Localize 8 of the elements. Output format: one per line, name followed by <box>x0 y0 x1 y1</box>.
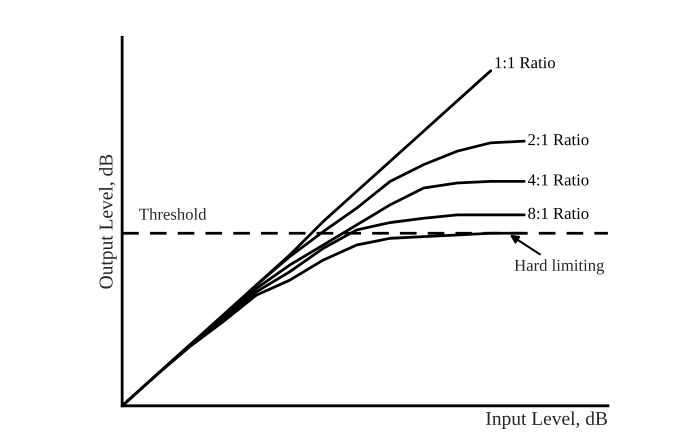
y-axis-title: Output Level, dB <box>98 154 117 289</box>
x-axis-title: Input Level, dB <box>486 411 607 430</box>
series-label: 1:1 Ratio <box>496 57 555 68</box>
series-label: 8:1 Ratio <box>528 208 588 220</box>
series-label: 4:1 Ratio <box>528 174 588 186</box>
legend-label: Hard limiting <box>514 259 604 274</box>
series-label: 2:1 Ratio <box>528 134 588 146</box>
ref-line-label: Threshold <box>139 208 206 220</box>
